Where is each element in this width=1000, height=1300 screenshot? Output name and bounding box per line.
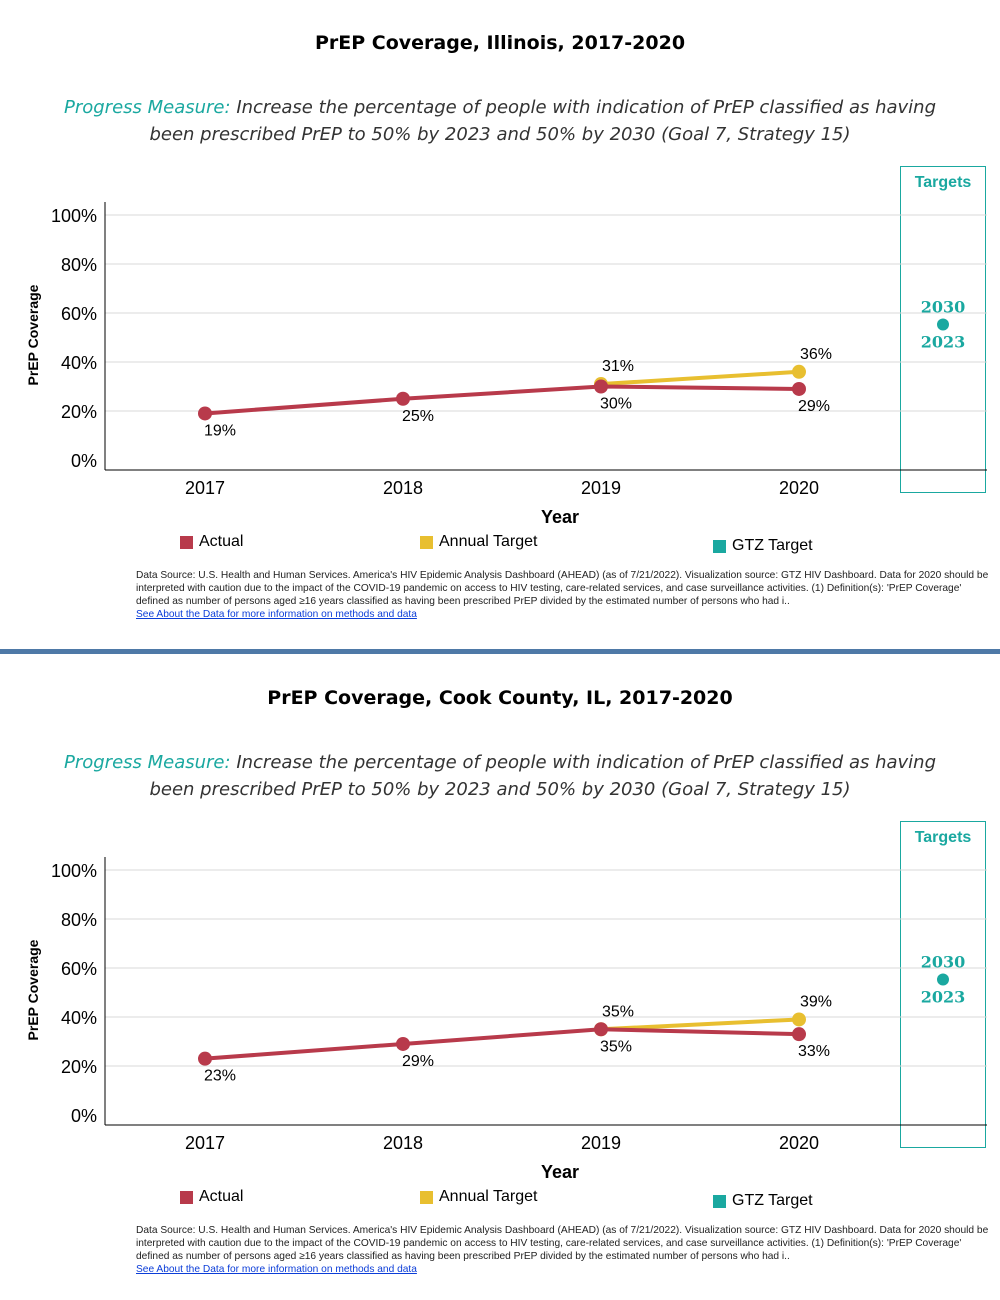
progress-measure-text: Increase the percentage of people with i… <box>149 752 937 800</box>
x-axis-label: Year <box>541 1162 579 1182</box>
annual-target-data-label: 39% <box>800 993 832 1010</box>
annual-target-data-label: 36% <box>800 346 832 363</box>
actual-point <box>594 379 608 394</box>
y-tick-label: 40% <box>61 353 97 373</box>
legend-swatch-actual <box>180 535 193 549</box>
y-tick-label: 100% <box>51 206 97 226</box>
chart-panel-illinois: PrEP Coverage, Illinois, 2017-2020 Progr… <box>0 0 1000 645</box>
legend-swatch-annual-target <box>420 1190 433 1204</box>
targets-box <box>900 166 986 493</box>
chart-panel-cook-county: PrEP Coverage, Cook County, IL, 2017-202… <box>0 655 1000 1300</box>
targets-label: Targets <box>914 174 972 191</box>
x-tick-label: 2019 <box>581 478 621 498</box>
y-tick-label: 20% <box>61 402 97 422</box>
legend-swatch-gtz-target <box>713 1194 726 1208</box>
actual-line <box>204 384 800 416</box>
line-chart: 0% 20% 40% 60% 80% 100% 2017 2018 2019 2020 Year Pr… <box>25 857 987 1182</box>
actual-data-label: 29% <box>402 1053 434 1070</box>
actual-line <box>204 1027 800 1061</box>
y-tick-label: 40% <box>61 1008 97 1028</box>
progress-measure: Progress Measure: Increase the percentag… <box>40 94 960 148</box>
legend-actual[interactable]: Actual <box>180 533 243 551</box>
legend-label-annual-target: Annual Target <box>439 1188 538 1205</box>
actual-point <box>594 1022 608 1037</box>
y-tick-label: 80% <box>61 255 97 275</box>
actual-point <box>396 1036 410 1051</box>
actual-data-label: 29% <box>798 398 830 415</box>
progress-measure-label: Progress Measure: <box>63 97 231 118</box>
y-tick-label: 60% <box>61 304 97 324</box>
x-tick-label: 2017 <box>185 1133 225 1153</box>
section-divider <box>0 649 1000 654</box>
annual-target-data-label: 35% <box>602 1003 634 1020</box>
targets-box <box>900 821 986 1148</box>
x-tick-label: 2018 <box>383 478 423 498</box>
footnote: Data Source: U.S. Health and Human Servi… <box>136 1224 991 1276</box>
y-tick-label: 100% <box>51 861 97 881</box>
annual-target-line <box>600 1017 800 1032</box>
footnote-text: Data Source: U.S. Health and Human Servi… <box>136 570 989 607</box>
y-axis-label: PrEP Coverage <box>25 284 41 385</box>
actual-data-label: 30% <box>600 396 632 413</box>
legend-actual[interactable]: Actual <box>180 1188 243 1206</box>
about-data-link[interactable]: See About the Data for more information … <box>136 1264 417 1275</box>
progress-measure: Progress Measure: Increase the percentag… <box>40 749 960 803</box>
x-tick-label: 2017 <box>185 478 225 498</box>
actual-data-label: 35% <box>600 1038 632 1055</box>
progress-measure-label: Progress Measure: <box>63 752 231 773</box>
y-tick-label: 0% <box>71 1106 97 1126</box>
gtz-target-year-label: 2030 <box>921 953 966 972</box>
x-tick-label: 2018 <box>383 1133 423 1153</box>
chart-title: PrEP Coverage, Cook County, IL, 2017-202… <box>267 687 733 709</box>
annual-target-data-label: 31% <box>602 358 634 375</box>
gtz-target-point <box>937 973 949 986</box>
actual-point <box>792 381 806 396</box>
x-tick-label: 2019 <box>581 1133 621 1153</box>
about-data-link[interactable]: See About the Data for more information … <box>136 609 417 620</box>
gtz-target-year-label: 2023 <box>921 333 966 352</box>
legend-gtz-target[interactable]: GTZ Target <box>713 1192 813 1210</box>
annual-target-line <box>600 369 800 387</box>
legend-gtz-target[interactable]: GTZ Target <box>713 537 813 555</box>
actual-data-label: 19% <box>204 422 236 439</box>
y-tick-label: 20% <box>61 1057 97 1077</box>
x-tick-label: 2020 <box>779 478 819 498</box>
targets-label: Targets <box>914 829 972 846</box>
progress-measure-text: Increase the percentage of people with i… <box>149 97 937 145</box>
annual-target-point <box>792 1012 806 1027</box>
annual-target-point <box>792 364 806 379</box>
actual-data-label: 23% <box>204 1068 236 1085</box>
actual-point <box>198 1051 212 1066</box>
actual-data-label: 33% <box>798 1043 830 1060</box>
legend-label-actual: Actual <box>199 1188 244 1205</box>
gtz-target-year-label: 2023 <box>921 988 966 1007</box>
legend-annual-target[interactable]: Annual Target <box>420 1188 537 1206</box>
legend-swatch-annual-target <box>420 535 433 549</box>
chart-title: PrEP Coverage, Illinois, 2017-2020 <box>314 32 686 54</box>
legend-swatch-actual <box>180 1190 193 1204</box>
legend-label-gtz-target: GTZ Target <box>732 1192 813 1209</box>
line-chart: 0% 20% 40% 60% 80% 100% 2017 2018 2019 2020 Year Pr… <box>25 202 987 527</box>
legend-label-gtz-target: GTZ Target <box>732 537 813 554</box>
gtz-target-point <box>937 318 949 331</box>
legend-annual-target[interactable]: Annual Target <box>420 533 537 551</box>
x-tick-label: 2020 <box>779 1133 819 1153</box>
legend-swatch-gtz-target <box>713 539 726 553</box>
y-tick-label: 80% <box>61 910 97 930</box>
actual-point <box>396 391 410 406</box>
actual-data-label: 25% <box>402 408 434 425</box>
y-axis-label: PrEP Coverage <box>25 939 41 1040</box>
footnote: Data Source: U.S. Health and Human Servi… <box>136 569 991 621</box>
legend-label-annual-target: Annual Target <box>439 533 538 550</box>
legend-label-actual: Actual <box>199 533 244 550</box>
y-tick-label: 60% <box>61 959 97 979</box>
actual-point <box>198 406 212 421</box>
actual-point <box>792 1027 806 1042</box>
y-tick-label: 0% <box>71 451 97 471</box>
x-axis-label: Year <box>541 507 579 527</box>
gtz-target-year-label: 2030 <box>921 298 966 317</box>
footnote-text: Data Source: U.S. Health and Human Servi… <box>136 1225 989 1262</box>
